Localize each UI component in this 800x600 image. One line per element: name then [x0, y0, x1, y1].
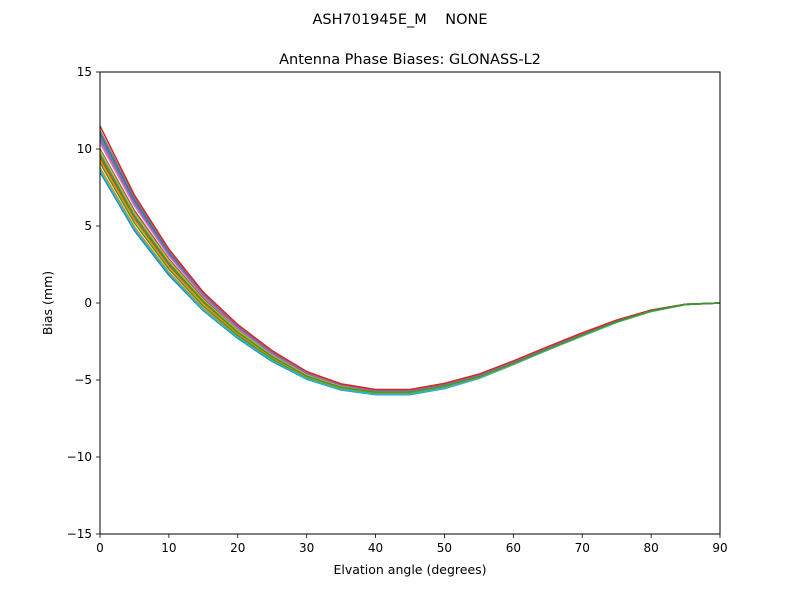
x-axis-ticks: 0 10 20 30 40 50 60 70 80 90: [96, 534, 728, 555]
y-axis-ticks: −15 −10 −5 0 5 10 15: [67, 65, 100, 541]
series-line-5: [99, 153, 721, 393]
y-tick-label: 15: [77, 65, 92, 79]
x-tick-label: 40: [368, 541, 383, 555]
series-line-12: [99, 159, 721, 394]
y-tick-label: −10: [67, 450, 92, 464]
series-layer: [99, 125, 721, 396]
series-line-13: [99, 130, 721, 391]
series-line-14: [99, 139, 721, 392]
series-line-7: [99, 142, 721, 392]
series-line-9: [99, 150, 721, 393]
x-tick-label: 20: [230, 541, 245, 555]
series-line-3: [99, 162, 721, 394]
series-line-4: [99, 157, 721, 394]
x-tick-label: 50: [437, 541, 452, 555]
y-tick-label: −5: [74, 373, 92, 387]
y-tick-label: 5: [84, 219, 92, 233]
plot-frame: [99, 71, 721, 535]
x-tick-label: 80: [643, 541, 658, 555]
x-tick-label: 60: [506, 541, 521, 555]
x-tick-label: 90: [712, 541, 727, 555]
series-line-8: [99, 136, 721, 392]
series-line-16: [99, 154, 721, 393]
x-tick-label: 30: [299, 541, 314, 555]
series-line-11: [99, 133, 721, 391]
x-tick-label: 70: [575, 541, 590, 555]
y-tick-label: −15: [67, 527, 92, 541]
y-tick-label: 0: [84, 296, 92, 310]
y-tick-label: 10: [77, 142, 92, 156]
series-line-6: [99, 148, 721, 393]
series-line-15: [99, 125, 721, 391]
x-tick-label: 0: [96, 541, 104, 555]
y-axis-label: Bias (mm): [40, 271, 55, 335]
x-axis-label: Elvation angle (degrees): [333, 562, 486, 577]
chart-title: Antenna Phase Biases: GLONASS-L2: [279, 52, 541, 68]
chart-suptitle: ASH701945E_M NONE: [312, 12, 487, 28]
x-tick-label: 10: [161, 541, 176, 555]
